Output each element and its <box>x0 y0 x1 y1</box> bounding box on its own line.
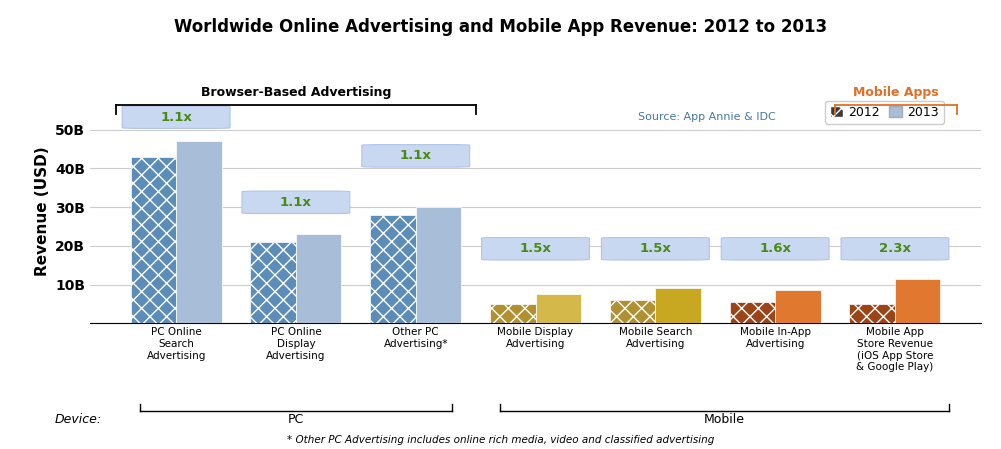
Text: 1.6x: 1.6x <box>759 242 791 255</box>
Bar <box>176 141 221 323</box>
FancyBboxPatch shape <box>361 145 469 167</box>
Bar <box>415 207 461 323</box>
Text: 1.5x: 1.5x <box>640 242 672 255</box>
Text: 1.1x: 1.1x <box>160 110 192 123</box>
Text: 1.1x: 1.1x <box>280 196 312 209</box>
Text: 2.3x: 2.3x <box>879 242 911 255</box>
Legend: 2012, 2013: 2012, 2013 <box>825 101 944 123</box>
FancyBboxPatch shape <box>722 238 829 260</box>
Text: 1.5x: 1.5x <box>520 242 552 255</box>
Bar <box>250 242 296 323</box>
Bar <box>656 288 701 323</box>
Y-axis label: Revenue (USD): Revenue (USD) <box>35 146 50 276</box>
Bar <box>610 300 656 323</box>
Bar <box>895 279 941 323</box>
FancyBboxPatch shape <box>841 238 949 260</box>
FancyBboxPatch shape <box>481 238 590 260</box>
Text: * Other PC Advertising includes online rich media, video and classified advertis: * Other PC Advertising includes online r… <box>287 435 714 445</box>
FancyBboxPatch shape <box>242 191 349 214</box>
Bar <box>296 234 341 323</box>
Bar <box>730 302 775 323</box>
Text: 1.1x: 1.1x <box>399 150 431 163</box>
Text: Device:: Device: <box>55 413 102 426</box>
Bar <box>536 294 581 323</box>
Bar <box>370 215 415 323</box>
Bar <box>130 157 176 323</box>
Text: PC: PC <box>288 413 304 426</box>
Text: Mobile: Mobile <box>704 413 745 426</box>
Bar <box>850 304 895 323</box>
FancyBboxPatch shape <box>122 106 230 128</box>
Text: Worldwide Online Advertising and Mobile App Revenue: 2012 to 2013: Worldwide Online Advertising and Mobile … <box>174 18 827 36</box>
Bar <box>775 291 821 323</box>
Bar <box>490 304 536 323</box>
Text: Source: App Annie & IDC: Source: App Annie & IDC <box>638 112 776 122</box>
FancyBboxPatch shape <box>602 238 710 260</box>
Text: Mobile Apps: Mobile Apps <box>853 86 939 99</box>
Text: Browser-Based Advertising: Browser-Based Advertising <box>201 86 391 99</box>
